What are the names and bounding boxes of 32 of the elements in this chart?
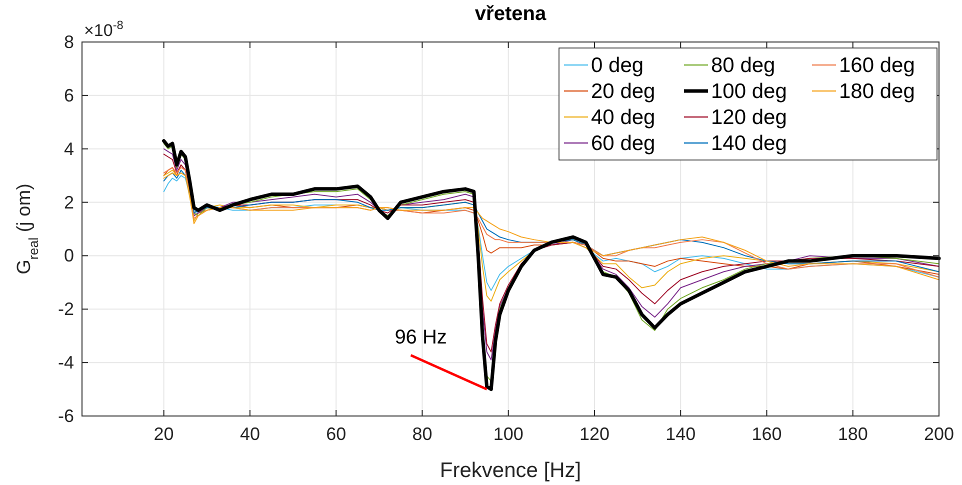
x-tick-label: 140 — [666, 424, 696, 444]
y-tick-label: -6 — [58, 406, 74, 426]
legend-label: 40 deg — [591, 106, 656, 129]
y-tick-label: 6 — [64, 85, 74, 106]
y-tick-label: -4 — [58, 352, 74, 373]
x-tick-label: 20 — [154, 424, 174, 444]
x-tick-label: 80 — [412, 424, 432, 444]
x-tick-label: 180 — [838, 424, 868, 444]
y-tick-label: 4 — [64, 138, 74, 159]
y-tick-label: -2 — [58, 299, 74, 320]
x-tick-label: 100 — [493, 424, 524, 444]
x-axis-title: Frekvence [Hz] — [440, 459, 582, 482]
legend-label: 140 deg — [711, 132, 787, 155]
x-tick-label: 40 — [240, 424, 260, 444]
x-tick-label: 120 — [579, 424, 610, 444]
legend-label: 100 deg — [711, 80, 787, 103]
x-tick-label: 200 — [924, 424, 954, 444]
annotation: 96 Hz — [394, 326, 447, 348]
y-tick-label: 2 — [64, 192, 74, 212]
legend-label: 80 deg — [711, 54, 776, 77]
text: ×10$^{-8}$ — [84, 18, 124, 40]
x-tick-label: 60 — [326, 424, 346, 444]
x-tick-label: 160 — [752, 424, 782, 444]
legend-label: 160 deg — [839, 54, 915, 77]
legend-label: 180 deg — [839, 80, 915, 103]
chart-title: vřetena — [474, 3, 547, 25]
legend-label: 0 deg — [591, 54, 644, 77]
legend-label: 60 deg — [591, 132, 656, 155]
legend-label: 20 deg — [591, 80, 656, 103]
y-tick-label: 8 — [64, 32, 74, 52]
y-tick-label: 0 — [64, 246, 74, 266]
legend-label: 120 deg — [711, 106, 787, 129]
